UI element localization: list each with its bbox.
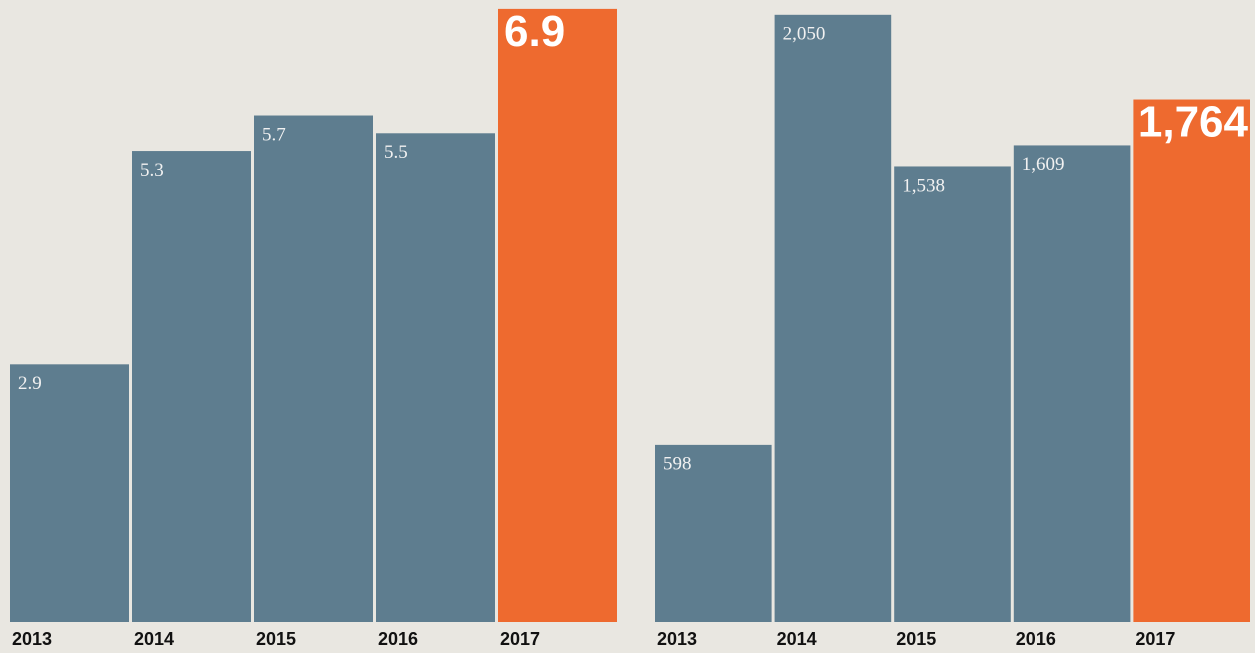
x-tick-label: 2013: [657, 629, 697, 649]
bar: [10, 364, 129, 622]
x-tick-label: 2014: [777, 629, 817, 649]
x-tick-label: 2015: [896, 629, 936, 649]
bar: [254, 115, 373, 622]
bar: [894, 166, 1011, 622]
value-label: 2,050: [783, 24, 826, 45]
x-tick-label: 2016: [378, 629, 418, 649]
value-label: 1,764: [1138, 98, 1249, 147]
x-tick-label: 2015: [256, 629, 296, 649]
value-label: 598: [663, 454, 692, 475]
value-label: 5.3: [140, 160, 164, 181]
x-tick-label: 2016: [1016, 629, 1056, 649]
value-label: 5.7: [262, 124, 286, 145]
bar: [655, 444, 772, 622]
x-tick-label: 2013: [12, 629, 52, 649]
bar: [376, 133, 495, 623]
x-tick-label: 2017: [1135, 629, 1175, 649]
value-label: 6.9: [504, 7, 565, 56]
value-label: 5.5: [384, 142, 408, 163]
value-label: 2.9: [18, 373, 42, 394]
value-label: 1,609: [1022, 154, 1065, 175]
bar: [132, 151, 251, 623]
value-label: 1,538: [902, 175, 945, 196]
bar: [1013, 145, 1131, 623]
bar: [1133, 99, 1250, 622]
bar: [774, 14, 892, 623]
x-tick-label: 2017: [500, 629, 540, 649]
bar: [498, 8, 617, 622]
x-tick-label: 2014: [134, 629, 174, 649]
